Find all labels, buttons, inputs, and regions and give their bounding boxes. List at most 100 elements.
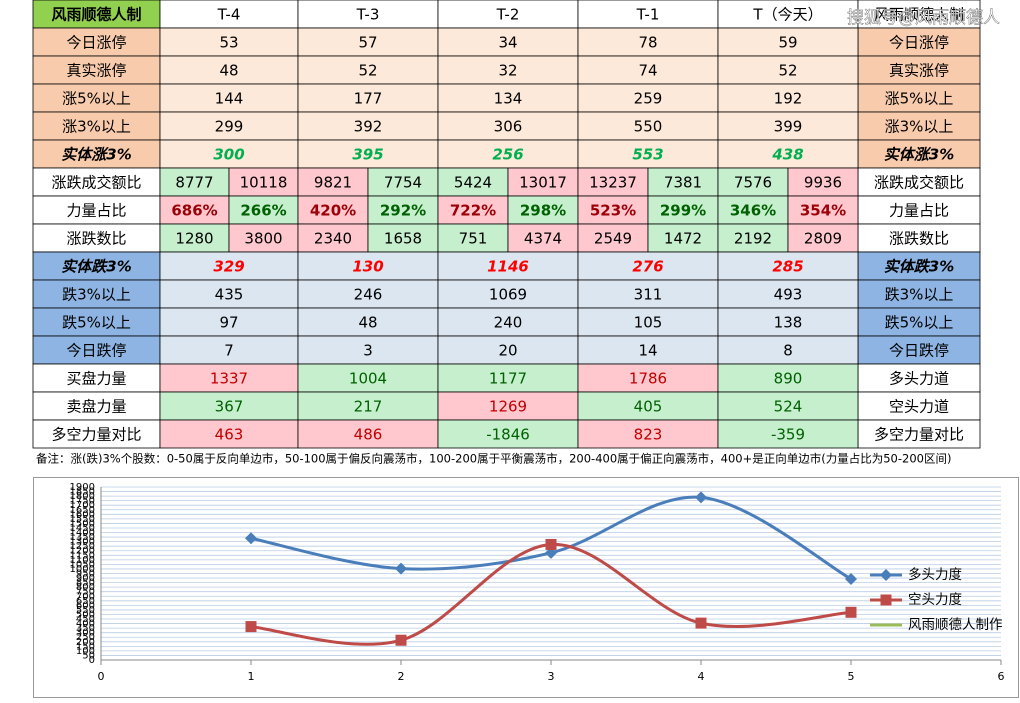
row-label-cell <box>857 83 981 113</box>
marker <box>695 491 707 504</box>
split-cell <box>159 167 230 197</box>
cell-text: 299 <box>215 118 244 136</box>
y-tick-label: 800 <box>76 582 95 593</box>
cell-text: 435 <box>215 286 244 304</box>
cell-text: 74 <box>638 62 657 80</box>
header-cell <box>717 0 859 29</box>
cell-text: 52 <box>778 62 797 80</box>
cell-text: 跌5%以上 <box>885 314 954 332</box>
data-cell <box>159 391 299 421</box>
cell-text: 风雨顺德人制 <box>874 6 964 24</box>
cell-text: 5424 <box>454 174 492 192</box>
cell-text: 涨跌数比 <box>66 230 126 248</box>
marker <box>245 532 257 545</box>
cell-text: 7576 <box>734 174 772 192</box>
split-cell <box>717 223 789 253</box>
cell-text: 392 <box>354 118 383 136</box>
cell-text: 53 <box>219 34 238 52</box>
cell-text: 57 <box>358 34 377 52</box>
header-cell <box>32 0 161 29</box>
cell-text: 14 <box>638 342 657 360</box>
y-tick-label: 600 <box>76 600 95 611</box>
header-cell <box>437 0 579 29</box>
row-label-cell <box>32 279 161 309</box>
split-cell <box>717 167 789 197</box>
data-cell <box>577 335 719 365</box>
cell-text: 217 <box>354 398 383 416</box>
cell-text: 1786 <box>629 370 667 388</box>
cell-text: 105 <box>634 314 663 332</box>
row-label-cell <box>32 139 161 169</box>
data-cell <box>437 251 579 281</box>
cell-text: 52 <box>358 62 377 80</box>
cell-text: 524 <box>774 398 803 416</box>
data-cell <box>159 307 299 337</box>
cell-text: 实体涨3% <box>884 146 954 164</box>
cell-text: 395 <box>352 146 383 164</box>
split-cell <box>577 167 649 197</box>
cell-text: 涨跌成交额比 <box>874 174 964 192</box>
cell-text: 256 <box>492 146 523 164</box>
y-tick-label: 1400 <box>70 528 95 539</box>
row-label-cell <box>32 335 161 365</box>
marker <box>880 569 892 581</box>
cell-text: 1658 <box>384 230 422 248</box>
data-cell <box>159 419 299 449</box>
cell-text: 1337 <box>210 370 248 388</box>
cell-text: 10118 <box>240 174 288 192</box>
row-label-cell <box>32 251 161 281</box>
y-tick-label: 950 <box>76 569 95 580</box>
marker <box>845 572 857 585</box>
cell-text: 1472 <box>664 230 702 248</box>
cell-text: 354% <box>800 202 846 220</box>
split-cell <box>577 223 649 253</box>
data-cell <box>577 83 719 113</box>
cell-text: 20 <box>498 342 517 360</box>
cell-text: 523% <box>590 202 636 220</box>
cell-text: 7381 <box>664 174 702 192</box>
cell-text: 138 <box>774 314 803 332</box>
legend-label: 风雨顺德人制作 <box>908 617 1003 633</box>
cell-text: 553 <box>632 146 663 164</box>
cell-text: 13237 <box>589 174 637 192</box>
data-cell <box>297 419 439 449</box>
cell-text: 今日涨停 <box>889 34 949 52</box>
row-label-cell <box>857 223 981 253</box>
cell-text: 卖盘力量 <box>66 398 126 416</box>
y-tick-label: 200 <box>76 637 95 648</box>
cell-text: 329 <box>213 258 244 276</box>
data-cell <box>159 251 299 281</box>
cell-text: T-1 <box>636 6 660 24</box>
y-tick-label: 1350 <box>70 532 95 543</box>
cell-text: 7754 <box>384 174 422 192</box>
split-cell <box>647 223 719 253</box>
y-tick-label: 300 <box>76 628 95 639</box>
data-cell <box>577 419 719 449</box>
data-cell <box>577 27 719 57</box>
y-tick-label: 1700 <box>70 500 95 511</box>
x-tick-label: 2 <box>398 670 405 683</box>
cell-text: 实体跌3% <box>61 258 131 276</box>
y-tick-label: 1550 <box>70 514 95 525</box>
y-tick-label: 400 <box>76 619 95 630</box>
cell-text: 78 <box>638 34 657 52</box>
header-cell <box>577 0 719 29</box>
x-tick-label: 3 <box>548 670 555 683</box>
cell-text: 涨3%以上 <box>885 118 954 136</box>
cell-text: 空头力道 <box>889 398 949 416</box>
split-cell <box>367 167 439 197</box>
cell-text: 涨跌数比 <box>889 230 949 248</box>
y-tick-label: 1250 <box>70 541 95 552</box>
row-label-cell <box>857 279 981 309</box>
cell-text: 买盘力量 <box>66 370 126 388</box>
y-tick-label: 450 <box>76 614 95 625</box>
marker <box>245 621 257 633</box>
x-tick-label: 0 <box>98 670 105 683</box>
cell-text: T-4 <box>217 6 241 24</box>
cell-text: 493 <box>774 286 803 304</box>
y-tick-label: 100 <box>76 646 95 657</box>
y-tick-label: 700 <box>76 591 95 602</box>
x-tick-label: 6 <box>998 670 1005 683</box>
split-cell <box>437 195 509 225</box>
cell-text: 涨5%以上 <box>62 90 131 108</box>
